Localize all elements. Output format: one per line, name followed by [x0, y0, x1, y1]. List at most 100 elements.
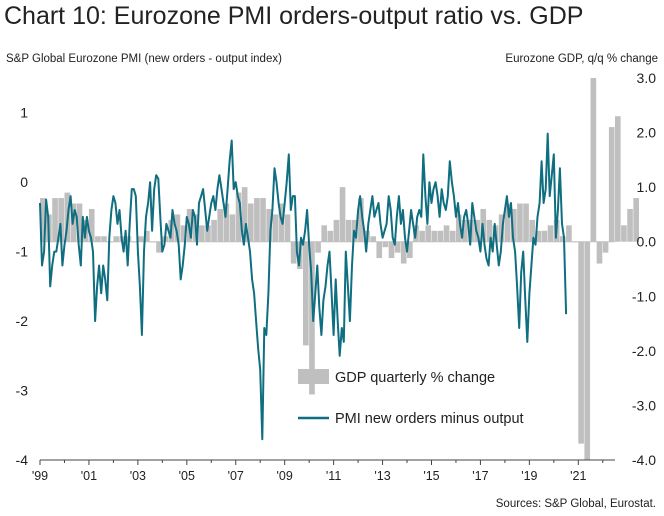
left-tick-label: -4 — [16, 452, 29, 468]
gdp-bar — [431, 230, 438, 242]
gdp-bar — [449, 230, 456, 242]
right-tick-label: 0.0 — [637, 234, 657, 250]
x-tick-label: '17 — [472, 469, 488, 483]
gdp-bar — [174, 214, 181, 242]
x-tick-label: '19 — [521, 469, 537, 483]
gdp-bar — [615, 116, 621, 242]
x-tick-label: '11 — [326, 469, 341, 483]
x-tick-label: '03 — [130, 469, 146, 483]
gdp-bar — [52, 198, 58, 242]
gdp-bar — [419, 230, 425, 242]
gdp-bar — [303, 241, 309, 346]
legend: GDP quarterly % change PMI new orders min… — [298, 369, 524, 427]
gdp-bar — [578, 241, 584, 444]
gdp-bar — [547, 225, 554, 242]
gdp-bar — [229, 214, 236, 242]
gdp-bar — [584, 241, 591, 460]
right-axis-label: Eurozone GDP, q/q % change — [505, 53, 658, 65]
legend-label-pmi: PMI new orders minus output — [335, 411, 524, 427]
gdp-bar — [541, 230, 548, 242]
gdp-bar — [137, 236, 144, 242]
gdp-bar — [388, 241, 395, 259]
gdp-bar — [199, 225, 205, 242]
left-tick-label: 1 — [20, 105, 28, 121]
gdp-bar — [223, 203, 230, 242]
gdp-bar — [321, 225, 328, 242]
gdp-bar — [633, 198, 639, 242]
gdp-bar — [602, 241, 609, 253]
left-axis-label: S&P Global Eurozone PMI (new orders - ou… — [6, 53, 282, 65]
gdp-bar — [358, 198, 364, 242]
gdp-bar — [88, 208, 95, 242]
gdp-bar — [425, 225, 431, 242]
right-tick-label: -1.0 — [632, 288, 656, 304]
gdp-bar — [247, 203, 254, 242]
gdp-bar — [76, 203, 83, 242]
gdp-bar — [596, 241, 603, 264]
gdp-bar — [211, 219, 217, 242]
gdp-bar — [566, 225, 572, 242]
gdp-bar — [339, 187, 346, 242]
gdp-bar — [462, 219, 468, 242]
gdp-bar — [400, 241, 407, 264]
gdp-bar — [382, 241, 389, 248]
x-tick-label: '15 — [423, 469, 439, 483]
gdp-bar — [235, 192, 242, 242]
x-tick-label: '05 — [179, 469, 195, 483]
gdp-bar — [143, 230, 150, 242]
gdp-bar — [511, 208, 517, 242]
gdp-bar — [535, 230, 542, 242]
gdp-bar — [309, 241, 315, 395]
gdp-bar — [590, 78, 597, 242]
gdp-bar — [443, 225, 450, 242]
axes: 1 0 -1 -2 -3 -4 3.0 2.0 1.0 0.0 -1.0 -2.0 -3.0 -4.0 '9… — [16, 70, 657, 483]
gdp-bar — [113, 236, 120, 242]
gdp-bar — [437, 230, 444, 242]
gdp-bar — [486, 219, 493, 242]
gdp-bar — [529, 219, 535, 242]
x-tick-label: '07 — [228, 469, 244, 483]
right-tick-label: 1.0 — [637, 179, 657, 195]
gdp-bar — [58, 198, 64, 242]
gdp-bar — [284, 214, 291, 242]
source-note: Sources: S&P Global, Eurostat. — [495, 498, 656, 510]
gdp-bar — [241, 187, 248, 242]
gdp-bar — [608, 127, 615, 242]
gdp-bar — [523, 203, 529, 242]
right-tick-label: 2.0 — [637, 125, 657, 141]
gdp-bar — [205, 225, 211, 242]
gdp-bar — [394, 241, 401, 253]
right-tick-label: 3.0 — [637, 70, 657, 86]
left-tick-label: -3 — [16, 383, 29, 399]
right-tick-label: -4.0 — [632, 452, 656, 468]
pmi-line — [39, 132, 568, 441]
x-tick-label: '09 — [277, 469, 293, 483]
left-tick-label: 0 — [20, 174, 28, 190]
right-tick-label: -3.0 — [632, 397, 656, 413]
gdp-bar — [180, 225, 187, 242]
gdp-bar — [621, 225, 627, 242]
gdp-bar — [345, 219, 352, 242]
right-tick-label: -2.0 — [632, 343, 656, 359]
x-tick-label: '13 — [374, 469, 390, 483]
gdp-bar — [517, 203, 523, 242]
gdp-bar — [101, 236, 107, 242]
x-tick-label: '01 — [81, 469, 97, 483]
x-tick-label: '99 — [32, 469, 48, 483]
legend-swatch-gdp — [298, 369, 329, 384]
left-tick-label: -1 — [16, 244, 29, 260]
gdp-bar — [260, 198, 266, 242]
gdp-bar — [559, 236, 566, 242]
gdp-bar — [333, 219, 340, 242]
gdp-bar — [407, 241, 413, 259]
gdp-bar — [266, 208, 272, 242]
gdp-bar — [315, 241, 321, 253]
chart-title: Chart 10: Eurozone PMI orders-output rat… — [4, 2, 584, 30]
gdp-bar — [327, 230, 334, 242]
gdp-bar — [272, 214, 279, 242]
x-tick-label: '21 — [570, 469, 586, 483]
gdp-bar — [290, 241, 297, 264]
gdp-bar — [254, 198, 260, 242]
gdp-bars — [40, 78, 639, 460]
